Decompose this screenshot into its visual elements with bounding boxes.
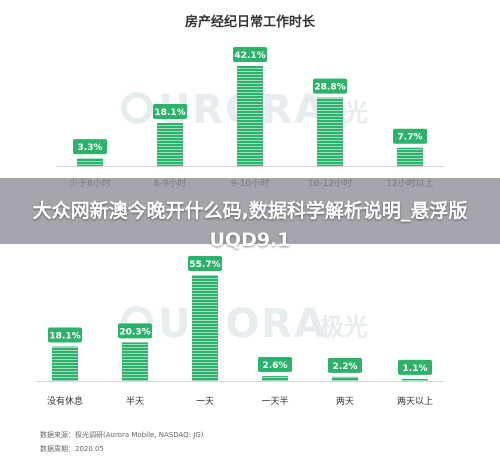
bar-hours-4 [317, 97, 343, 166]
data-label-bg-hours-4 [313, 78, 347, 94]
bar-rest-6 [402, 378, 428, 381]
data-label-bg-hours-5 [393, 128, 427, 144]
data-label-rest-1: 18.1% [49, 332, 80, 342]
data-label-rest-2: 20.3% [119, 327, 150, 337]
watermark-bottom: URORA 极光 [121, 301, 368, 347]
data-label-bg-hours-3 [233, 47, 267, 62]
data-label-bg-rest-2 [118, 323, 152, 339]
bar-rest-4 [262, 376, 288, 381]
data-label-rest-3: 55.7% [189, 260, 220, 270]
data-label-bg-rest-4 [258, 357, 292, 373]
bar-rest-3 [192, 275, 218, 381]
watermark-text-bottom: URORA [158, 301, 327, 347]
category-label-rest-2: 半天 [126, 395, 144, 407]
data-label-rest-6: 1.1% [403, 364, 428, 374]
bar-rest-2 [122, 342, 148, 381]
bar-hours-3 [237, 66, 263, 166]
data-label-rest-4: 2.6% [263, 361, 288, 371]
data-label-hours-1: 3.3% [78, 143, 103, 153]
category-label-rest-1: 没有休息 [47, 395, 83, 407]
category-label-rest-3: 一天 [196, 397, 214, 407]
data-label-rest-5: 2.2% [333, 362, 358, 372]
category-label-rest-5: 两天 [336, 396, 354, 407]
chart-title: 房产经纪日常工作时长 [185, 14, 316, 30]
data-label-bg-rest-5 [328, 357, 362, 373]
category-label-rest-6: 两天以上 [397, 396, 433, 407]
bar-hours-5 [397, 147, 423, 166]
data-label-bg-rest-3 [188, 256, 222, 271]
bar-rest-1 [52, 346, 78, 381]
banner-text: 大众网新澳今晚开什么码,数据科学解析说明_悬浮版UQD9.1 [32, 200, 468, 251]
bar-hours-1 [77, 158, 103, 166]
data-label-hours-3: 42.1% [234, 51, 265, 61]
source-line-1: 数据来源：极光调研(Aurora Mobile, NASDAQ: JG) [40, 430, 204, 439]
data-label-hours-4: 28.8% [314, 83, 345, 93]
source-line-2: 数据周期：2020.05 [40, 444, 104, 453]
overlay-banner [0, 178, 500, 244]
data-label-hours-2: 18.1% [154, 108, 185, 118]
bar-rest-5 [332, 376, 358, 381]
data-label-hours-5: 7.7% [398, 133, 423, 143]
watermark-cn-bottom: 极光 [320, 313, 368, 341]
bar-hours-2 [157, 123, 183, 166]
data-label-bg-hours-2 [153, 104, 187, 120]
data-label-bg-rest-6 [398, 359, 432, 375]
data-label-bg-hours-1 [73, 139, 107, 155]
chart-rest-days: 18.1% 没有休息 20.3% 半天 55.7% 一天 2.6% 一天半 2.2% 两天 1.1%… [36, 256, 444, 407]
category-label-rest-4: 一天半 [261, 395, 288, 407]
data-label-bg-rest-1 [48, 327, 82, 343]
